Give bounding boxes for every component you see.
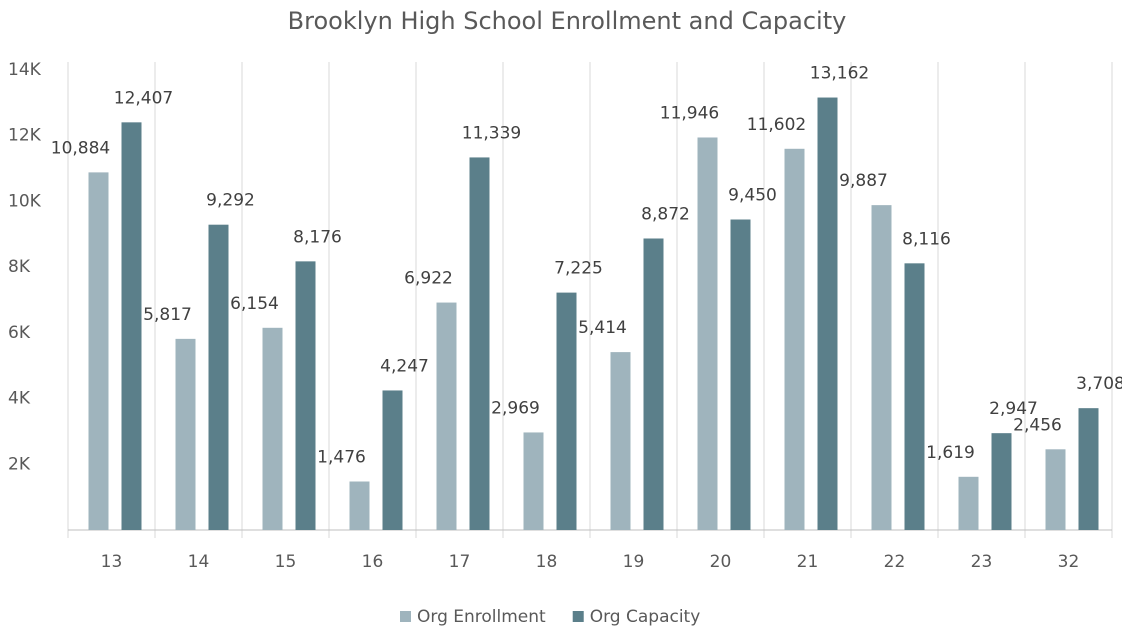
bar (295, 261, 316, 530)
value-label: 10,884 (51, 138, 110, 158)
value-label: 9,887 (839, 171, 888, 191)
bar (817, 97, 838, 530)
bar (610, 352, 631, 530)
bar (208, 224, 229, 531)
value-label: 11,339 (462, 123, 521, 143)
bar (991, 433, 1012, 530)
y-tick-label: 2K (8, 454, 31, 474)
value-label: 2,456 (1013, 415, 1062, 435)
x-tick-label: 22 (884, 552, 906, 572)
bar (88, 172, 109, 530)
legend-label: Org Enrollment (417, 607, 546, 627)
value-label: 1,619 (926, 443, 975, 463)
y-tick-label: 12K (8, 126, 42, 146)
bar (730, 219, 751, 530)
bar (904, 263, 925, 530)
bar (349, 481, 370, 530)
x-tick-label: 17 (449, 552, 471, 572)
x-tick-label: 21 (797, 552, 819, 572)
bar (1078, 408, 1099, 530)
value-label: 2,947 (989, 399, 1038, 419)
value-label: 6,154 (230, 294, 279, 314)
bar (1045, 449, 1066, 530)
bar (121, 122, 142, 530)
value-label: 7,225 (554, 259, 603, 279)
bar (436, 302, 457, 530)
value-label: 8,872 (641, 204, 690, 224)
bar (523, 432, 544, 530)
bar (382, 390, 403, 530)
value-label: 6,922 (404, 269, 453, 289)
x-tick-label: 14 (188, 552, 210, 572)
legend-swatch (400, 611, 411, 622)
x-tick-label: 18 (536, 552, 558, 572)
x-tick-label: 32 (1058, 552, 1080, 572)
y-tick-label: 10K (8, 191, 42, 211)
value-label: 9,292 (206, 191, 255, 211)
value-label: 8,116 (902, 229, 951, 249)
x-tick-label: 20 (710, 552, 732, 572)
legend-label: Org Capacity (590, 607, 701, 627)
value-label: 4,247 (380, 356, 429, 376)
chart-title: Brooklyn High School Enrollment and Capa… (288, 7, 847, 35)
bar (871, 205, 892, 531)
value-label: 11,602 (747, 115, 806, 135)
value-label: 13,162 (810, 64, 869, 84)
value-label: 11,946 (660, 103, 719, 123)
x-tick-label: 23 (971, 552, 993, 572)
y-tick-label: 14K (8, 60, 42, 80)
value-label: 8,176 (293, 227, 342, 247)
bar (556, 292, 577, 530)
x-tick-label: 19 (623, 552, 645, 572)
y-tick-label: 4K (8, 389, 31, 409)
bar (643, 238, 664, 530)
value-label: 1,476 (317, 448, 366, 468)
x-tick-label: 16 (362, 552, 384, 572)
bar (262, 327, 283, 530)
bar (175, 338, 196, 530)
bar (697, 137, 718, 530)
value-label: 12,407 (114, 88, 173, 108)
legend-swatch (572, 611, 584, 622)
value-label: 5,414 (578, 318, 627, 338)
bar (469, 157, 490, 530)
y-tick-label: 6K (8, 323, 31, 343)
x-tick-label: 13 (101, 552, 123, 572)
bar (784, 148, 805, 530)
y-tick-label: 8K (8, 257, 31, 277)
value-label: 5,817 (143, 305, 192, 325)
value-label: 2,969 (491, 398, 540, 418)
x-tick-label: 15 (275, 552, 297, 572)
value-label: 3,708 (1076, 374, 1122, 394)
bar (958, 476, 979, 530)
value-label: 9,450 (728, 186, 777, 206)
